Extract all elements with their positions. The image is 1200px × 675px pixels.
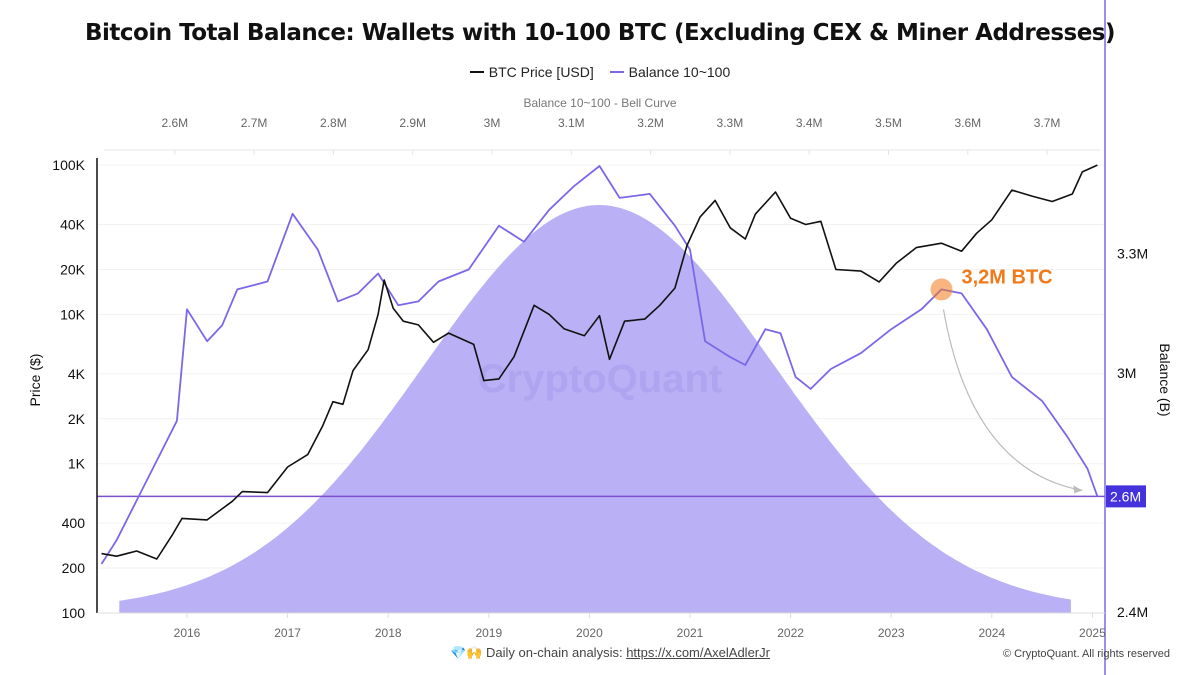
top-axis-title: Balance 10~100 - Bell Curve [523,96,676,110]
top-tick-label: 3.1M [558,116,585,130]
top-tick-label: 2.6M [161,116,188,130]
left-tick-label: 4K [68,366,86,382]
copyright: © CryptoQuant. All rights reserved [1002,648,1170,660]
price-line [101,164,1098,560]
left-tick-label: 2K [68,411,86,427]
legend-item-price[interactable]: BTC Price [USD] [469,64,594,80]
top-tick-label: 2.8M [320,116,347,130]
x-tick-label: 2019 [475,626,502,640]
top-tick-label: 3.5M [875,116,902,130]
annotation-marker [930,278,953,301]
top-tick-label: 3.4M [796,116,823,130]
right-tick-label: 3.3M [1117,246,1148,262]
annotation-arrow [942,309,1083,491]
x-tick-label: 2025 [1079,626,1106,640]
emoji: 💎🙌 [450,645,483,660]
footer: 💎🙌 Daily on-chain analysis: https://x.co… [450,645,770,661]
annotation-label: 3,2M BTC [962,266,1053,288]
arrow-head-icon [1073,485,1083,494]
x-tick-label: 2020 [576,626,603,640]
current-value-label: 2.6M [1110,488,1141,504]
left-tick-label: 400 [62,515,86,531]
top-tick-label: 3.7M [1034,116,1061,130]
chart-title: Bitcoin Total Balance: Wallets with 10-1… [84,20,1116,46]
legend: BTC Price [USD] Balance 10~100 [0,60,1200,80]
legend-label: BTC Price [USD] [488,64,594,80]
left-tick-label: 200 [62,560,86,576]
left-tick-label: 100 [62,605,86,621]
top-tick-label: 3.2M [637,116,664,130]
x-tick-label: 2021 [677,626,704,640]
x-tick-label: 2018 [375,626,402,640]
x-tick-label: 2024 [978,626,1005,640]
footer-link[interactable]: https://x.com/AxelAdlerJr [626,645,770,660]
left-tick-label: 100K [52,157,85,173]
x-tick-label: 2016 [174,626,201,640]
top-tick-label: 3.6M [954,116,981,130]
right-tick-label: 3M [1117,365,1136,381]
top-tick-label: 2.9M [399,116,426,130]
footer-text: Daily on-chain analysis: [486,645,627,660]
watermark: CryptoQuant [478,357,722,401]
top-tick-label: 3M [484,116,501,130]
legend-label: Balance 10~100 [628,64,731,80]
left-axis-title: Price ($) [27,354,43,407]
x-tick-label: 2022 [777,626,804,640]
left-tick-label: 20K [60,261,86,277]
x-tick-label: 2017 [274,626,301,640]
top-tick-label: 3.3M [717,116,744,130]
right-axis-title: Balance (B) [1157,343,1173,416]
current-value-badge [1106,485,1146,508]
top-tick-label: 2.7M [241,116,268,130]
x-tick-label: 2023 [878,626,905,640]
bell-curve-area [119,205,1071,613]
left-tick-label: 1K [68,456,86,472]
left-tick-label: 40K [60,217,86,233]
legend-item-balance[interactable]: Balance 10~100 [609,64,731,80]
right-tick-label: 2.4M [1117,604,1148,620]
left-tick-label: 10K [60,306,86,322]
balance-line [100,165,1099,565]
